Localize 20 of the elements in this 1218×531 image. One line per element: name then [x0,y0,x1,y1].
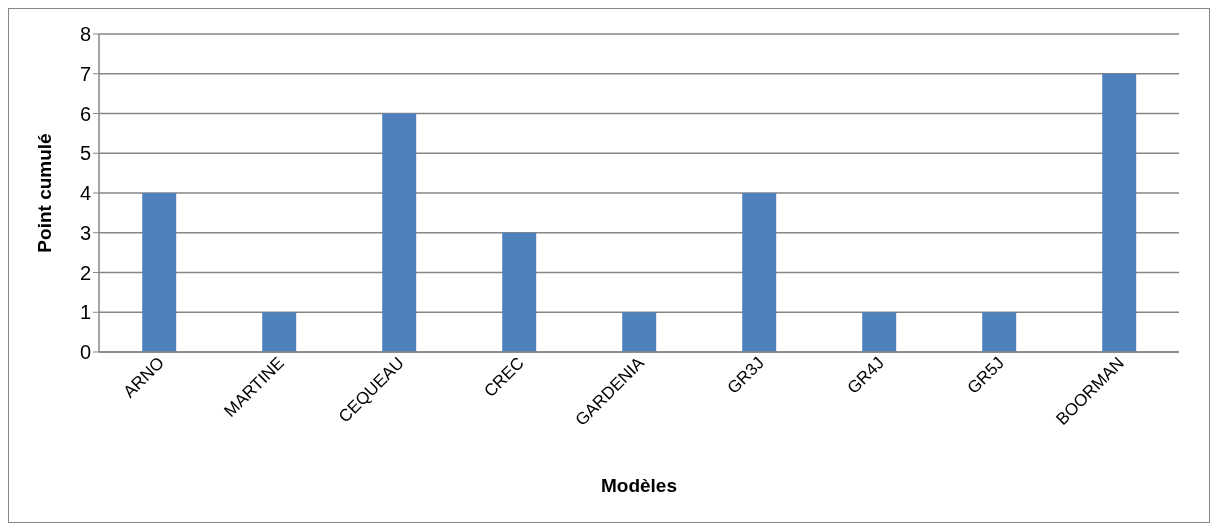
bar [622,312,657,352]
bar [262,312,297,352]
bar [382,113,417,352]
y-tick-label: 2 [79,261,91,284]
x-axis-title: Modèles [600,475,678,496]
y-tick-label: 4 [79,182,91,205]
y-tick-label: 7 [79,62,91,85]
bar [502,232,537,352]
y-tick-label: 8 [79,23,91,46]
y-tick-label: 3 [79,221,91,244]
y-axis-title: Point cumulé [33,133,55,253]
bar [1102,73,1137,352]
bar [862,312,897,352]
bar [742,193,777,352]
y-tick-label: 5 [79,142,91,165]
bar [142,193,177,352]
y-tick-label: 0 [79,341,91,364]
y-tick-label: 6 [79,102,91,125]
y-tick-label: 1 [79,301,91,324]
bar [982,312,1017,352]
